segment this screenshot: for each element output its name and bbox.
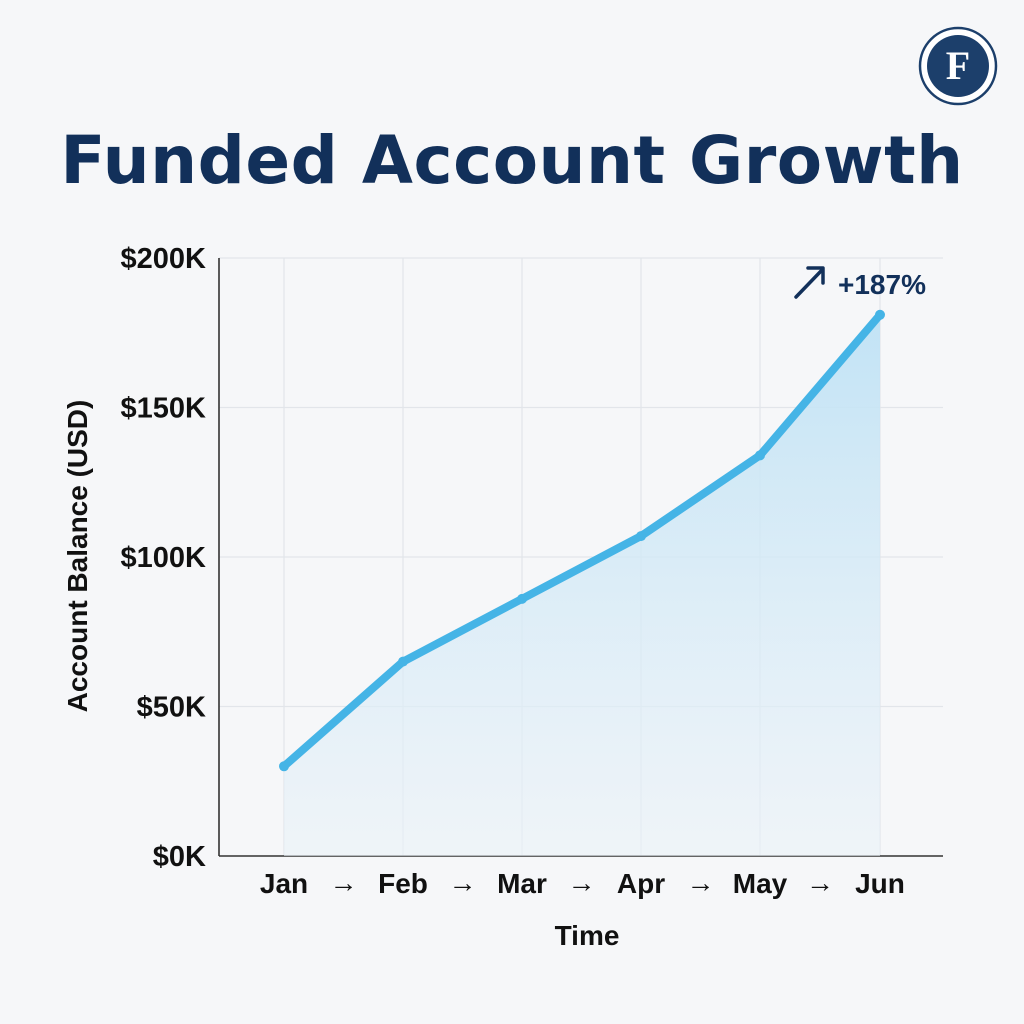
x-tick-label-jan: Jan — [260, 868, 308, 899]
x-tick-separator-4: → — [806, 867, 834, 898]
area-layer — [284, 314, 880, 856]
series-area — [284, 314, 880, 856]
line-layer — [279, 309, 885, 772]
x-tick-label-feb: Feb — [378, 868, 428, 899]
data-point-mar — [517, 593, 527, 604]
y-tick-labels: $0K $50K $100K $150K $200K — [121, 243, 207, 873]
data-point-feb — [398, 656, 408, 667]
data-point-jun — [875, 309, 885, 320]
data-point-jan — [279, 761, 289, 772]
x-tick-label-may: May — [733, 868, 788, 899]
chart-title: Funded Account Growth — [60, 122, 964, 199]
x-tick-label-apr: Apr — [617, 868, 665, 899]
data-point-may — [755, 450, 765, 461]
arrow-up-right-icon — [794, 266, 825, 299]
y-tick-label-1: $50K — [137, 692, 206, 724]
y-axis-title: Account Balance (USD) — [62, 400, 93, 713]
x-tick-labels: Jan → Feb → Mar → Apr → May → Jun — [260, 867, 905, 899]
x-tick-label-mar: Mar — [497, 868, 547, 899]
logo-inner-circle — [927, 35, 989, 97]
data-point-apr — [636, 531, 646, 542]
x-tick-separator-2: → — [568, 867, 596, 898]
x-axis-title: Time — [555, 920, 620, 951]
growth-annotation: +187% — [794, 266, 926, 300]
series-line — [280, 310, 884, 771]
x-tick-label-jun: Jun — [855, 868, 905, 899]
y-tick-label-0: $0K — [153, 841, 206, 873]
x-tick-separator-1: → — [449, 867, 477, 898]
x-tick-separator-0: → — [330, 867, 358, 898]
growth-percent-label: +187% — [838, 269, 926, 300]
y-tick-label-2: $100K — [121, 542, 207, 574]
y-tick-label-3: $150K — [121, 393, 207, 425]
x-tick-separator-3: → — [687, 867, 715, 898]
logo-letter: F — [946, 43, 970, 88]
brand-logo: F — [918, 26, 998, 106]
y-tick-label-4: $200K — [121, 243, 207, 275]
